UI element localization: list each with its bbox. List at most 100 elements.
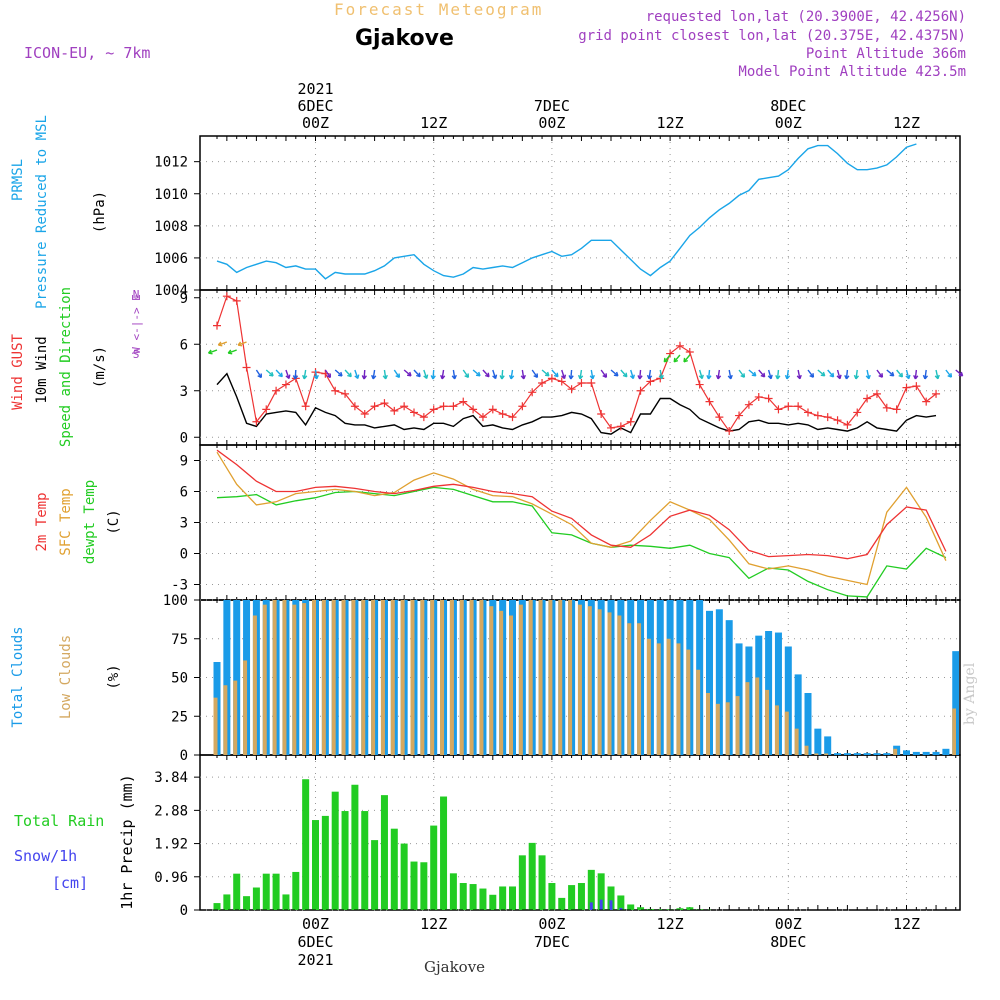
wind-ylabel: (m/s) (92, 346, 108, 388)
rain-bar (262, 873, 270, 910)
wind-dir-arrowhead (613, 371, 619, 377)
time-label-bottom: 00Z (538, 915, 565, 933)
gust-marker (932, 389, 941, 398)
wind-dir-arrowhead (285, 374, 291, 380)
low-cloud-bar (400, 600, 405, 755)
low-cloud-bar (725, 702, 730, 755)
time-label-bottom: 12Z (420, 915, 447, 933)
total-cloud-bar (814, 728, 822, 755)
wind-dir-arrow (531, 369, 538, 378)
time-label-top: 6DEC (297, 97, 333, 115)
wind-dir-arrowhead (922, 374, 929, 380)
wind-dir-arrowhead (382, 374, 388, 380)
low-cloud-bar (489, 606, 494, 755)
wind-dir-arrowhead (698, 374, 704, 380)
low-cloud-bar (765, 689, 770, 755)
wind-dir-arrow (501, 369, 504, 380)
low-cloud-bar (696, 669, 701, 755)
low-cloud-bar (745, 682, 750, 755)
ytick-label-pressure: 1008 (154, 219, 188, 235)
total-cloud-bar (843, 753, 851, 755)
snow-bar (619, 907, 623, 910)
wind-dir-arrowhead (354, 374, 360, 380)
wind-dir-arrow (767, 369, 772, 379)
wind-dir-arrow (758, 369, 766, 378)
ytick-label-clouds: 25 (171, 709, 188, 725)
wind-dir-arrowhead (829, 372, 835, 378)
time-label-top: 12Z (893, 114, 920, 132)
wind-dir-arrowhead (492, 374, 498, 380)
low-cloud-bar (312, 600, 316, 755)
wind-dir-arrow (237, 341, 247, 346)
low-cloud-bar (302, 603, 307, 755)
wind-dir-arrowhead (836, 374, 842, 380)
gust-marker (882, 403, 891, 412)
gust-marker (892, 405, 901, 414)
rain-bar (400, 843, 408, 910)
total-cloud-bar (725, 620, 733, 755)
rain-bar (292, 871, 300, 910)
low-cloud-bar (479, 600, 484, 755)
low-cloud-bar (587, 606, 592, 755)
wind-dir-arrowhead (706, 375, 712, 380)
low-cloud-bar (676, 643, 681, 755)
time-label-bottom: 00Z (302, 915, 329, 933)
low-cloud-bar (213, 697, 218, 755)
time-label-top: 8DEC (770, 97, 806, 115)
rain-bar (509, 886, 516, 910)
ytick-label-temperature: 6 (180, 485, 188, 501)
wind-dir-arrow (383, 369, 387, 380)
wind-dir-arrow (354, 369, 359, 379)
wind-dir-arrowhead (784, 374, 791, 380)
wind-dir-arrowhead (865, 374, 871, 380)
time-label-bottom: 8DEC (770, 933, 806, 951)
gust-marker (341, 389, 350, 398)
gust-marker (636, 386, 645, 395)
wind-dir-arrow (228, 349, 237, 354)
gust-marker (469, 405, 478, 414)
total-cloud-bar (233, 600, 241, 755)
gust-marker (646, 377, 655, 386)
gust-marker (853, 408, 862, 417)
wind-dir-arrow (462, 369, 469, 378)
rain-bar (656, 909, 664, 910)
rain-bar (499, 886, 507, 910)
wind-dir-arrow (935, 369, 939, 379)
gust-marker (715, 413, 724, 422)
rain-bar (637, 907, 645, 910)
pressure-line (216, 143, 917, 280)
low-cloud-bar (459, 600, 464, 755)
rain-bar (390, 828, 398, 910)
gust-marker (370, 402, 379, 411)
panel-frame-wind (199, 289, 961, 446)
ytick-label-pressure: 1004 (154, 283, 188, 299)
wind-dir-arrow (403, 369, 412, 377)
total-cloud-bar (223, 600, 231, 755)
wind-dir-arrowhead (637, 375, 643, 380)
wind-dir-arrow (836, 369, 841, 379)
gust-marker (380, 399, 389, 408)
low-cloud-bar (548, 600, 553, 755)
wind-dir-title: Speed and Direction (58, 287, 74, 447)
gust-marker (833, 416, 842, 425)
wind-dir-arrow (482, 369, 490, 378)
wind-dir-arrowhead (371, 374, 377, 380)
rain-bar (282, 894, 290, 910)
snow-bar (609, 900, 613, 910)
ytick-label-clouds: 0 (180, 748, 188, 764)
total-cloud-bar (863, 753, 871, 755)
low-cloud-bar (617, 615, 622, 755)
wind-dir-arrowhead (658, 374, 664, 380)
rain-bar (538, 855, 546, 910)
wind-dir-arrow (285, 369, 290, 379)
grid-point-coords: grid point closest lon,lat (20.375E, 42.… (578, 28, 966, 44)
ytick-label-precip: 2.88 (154, 803, 188, 819)
wind-dir-arrow (728, 369, 732, 379)
low-cloud-bar (361, 600, 366, 755)
low-cloud-bar (449, 600, 454, 755)
credit-watermark: by Angel (962, 662, 978, 725)
wind-dir-arrowhead (775, 375, 781, 380)
gust-marker (213, 321, 221, 330)
wind-dir-arrow (441, 369, 445, 380)
rain-bar (351, 784, 359, 910)
